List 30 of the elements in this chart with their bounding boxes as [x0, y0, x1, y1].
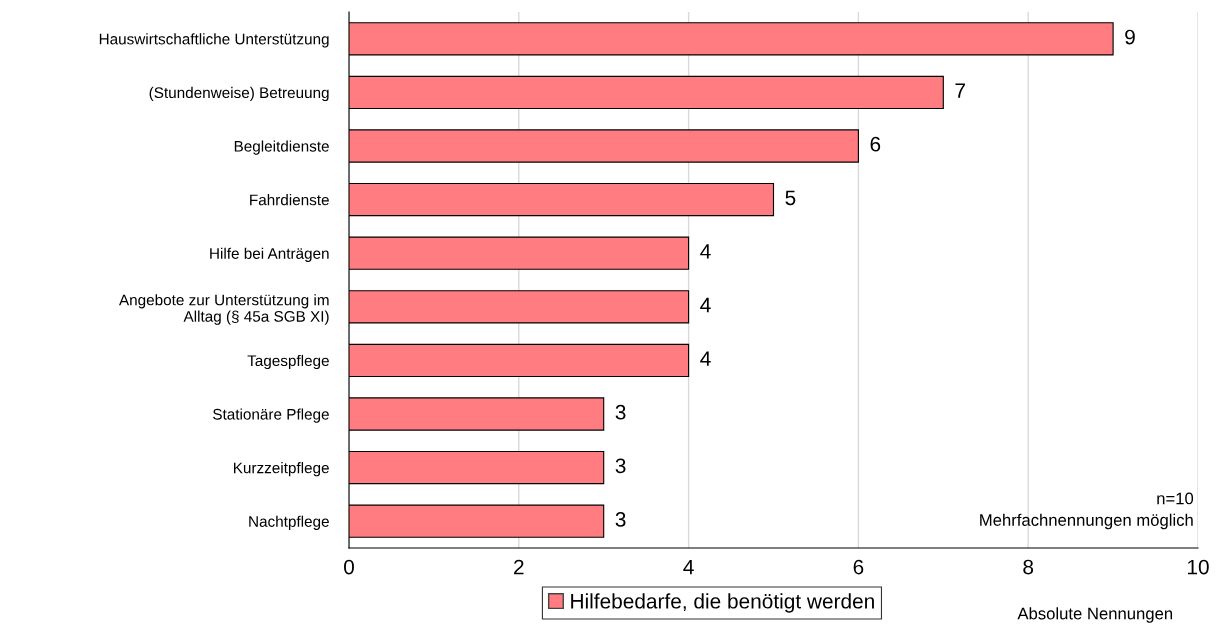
x-tick-label: 4: [683, 559, 694, 575]
y-tick-label: Fahrdienste: [250, 194, 329, 206]
y-tick-label: (Stundenweise) Betreuung: [149, 86, 329, 102]
legend-label: Hilfebedarfe, die benötigt werden: [571, 593, 874, 613]
y-tick-label: Angebote zur Unterstützung im Alltag (§ 45a SGB XI): [118, 294, 329, 325]
data-label: 4: [700, 297, 711, 313]
data-label: 3: [615, 512, 626, 527]
y-tick-label: Tagespflege: [247, 354, 329, 370]
y-tick-label: Stationäre Pflege: [213, 408, 329, 423]
data-label: 4: [700, 351, 711, 366]
y-tick-label: Hilfe bei Anträgen: [210, 247, 329, 262]
data-label: 7: [955, 83, 965, 98]
y-tick-label: Nachtpflege: [249, 515, 329, 530]
x-tick-label: 2: [514, 559, 524, 575]
x-tick-label: 8: [1023, 559, 1034, 575]
y-tick-label: Kurzzeitpflege: [234, 462, 329, 477]
y-tick-label: Begleitdienste: [234, 140, 329, 155]
data-label: 3: [615, 458, 626, 474]
data-label: 9: [1125, 29, 1135, 45]
annotation: n=10: [1157, 492, 1194, 505]
x-tick-label: 6: [853, 559, 864, 575]
data-label: 5: [785, 190, 796, 206]
y-tick-label: Hauswirtschaftliche Unterstützung: [99, 33, 329, 48]
data-label: 4: [700, 244, 711, 259]
x-tick-label: 0: [344, 559, 354, 575]
data-label: 3: [615, 404, 626, 420]
data-label: 6: [870, 136, 881, 152]
annotation: Mehrfachnennungen möglich: [980, 513, 1193, 530]
x-axis-title: Absolute Nennungen: [1017, 607, 1173, 623]
x-tick-label: 10: [1188, 559, 1209, 575]
